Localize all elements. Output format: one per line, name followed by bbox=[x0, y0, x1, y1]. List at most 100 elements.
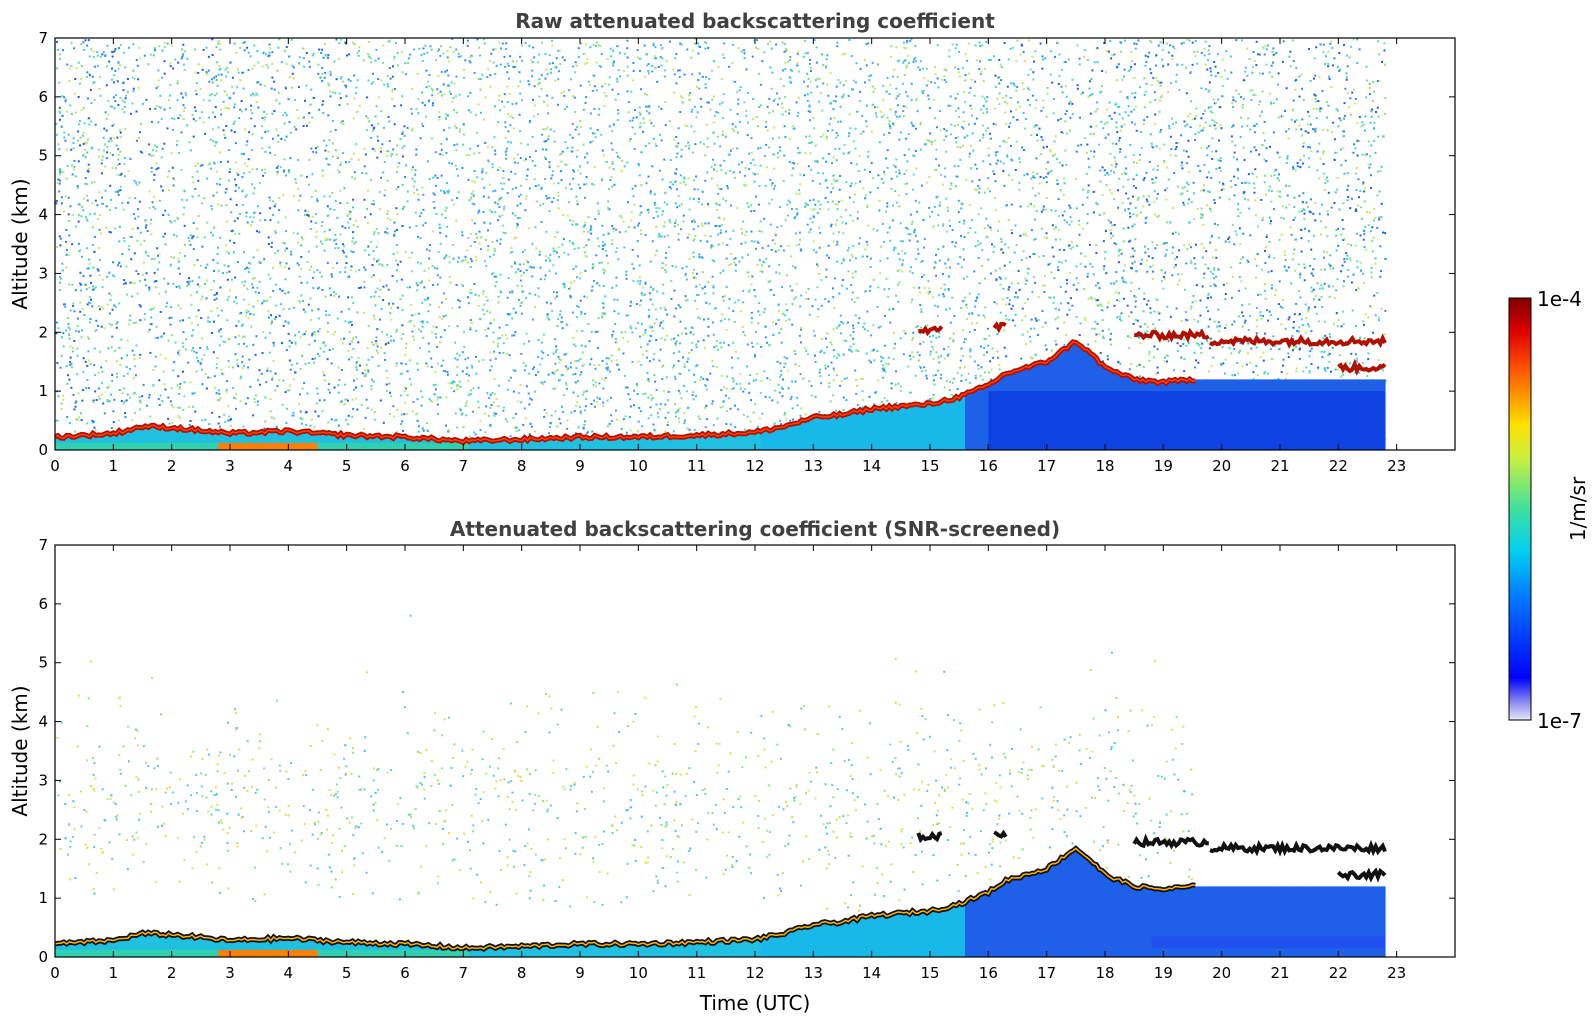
noise-pixel bbox=[1360, 125, 1363, 128]
noise-pixel bbox=[825, 276, 828, 279]
noise-pixel bbox=[935, 274, 938, 277]
noise-pixel bbox=[107, 347, 110, 350]
noise-pixel bbox=[1320, 220, 1322, 223]
noise-pixel bbox=[1102, 240, 1105, 243]
noise-pixel bbox=[556, 425, 559, 428]
noise-pixel bbox=[272, 137, 274, 140]
noise-pixel bbox=[718, 225, 721, 228]
noise-pixel bbox=[968, 292, 971, 295]
noise-pixel bbox=[91, 226, 94, 229]
noise-pixel bbox=[774, 234, 777, 237]
noise-pixel bbox=[969, 227, 972, 229]
noise-pixel bbox=[1155, 298, 1158, 301]
noise-pixel bbox=[664, 101, 667, 104]
noise-pixel bbox=[704, 86, 707, 89]
noise-pixel bbox=[1259, 115, 1262, 118]
noise-pixel bbox=[606, 58, 609, 61]
noise-pixel bbox=[715, 344, 718, 347]
noise-pixel bbox=[308, 60, 311, 63]
noise-pixel bbox=[111, 55, 114, 58]
noise-pixel bbox=[1333, 323, 1335, 326]
noise-pixel bbox=[1345, 72, 1348, 75]
noise-pixel bbox=[861, 377, 864, 380]
noise-pixel bbox=[1035, 124, 1038, 127]
noise-pixel bbox=[411, 330, 414, 333]
noise-pixel bbox=[407, 57, 410, 60]
noise-pixel bbox=[1145, 60, 1148, 63]
noise-pixel bbox=[943, 357, 946, 360]
noise-pixel bbox=[932, 397, 935, 400]
noise-pixel bbox=[1180, 356, 1183, 359]
noise-pixel bbox=[481, 170, 484, 173]
noise-pixel bbox=[1102, 360, 1104, 362]
noise-pixel bbox=[212, 234, 215, 237]
noise-pixel bbox=[733, 80, 735, 83]
noise-pixel bbox=[685, 278, 688, 281]
noise-pixel bbox=[1176, 283, 1179, 286]
noise-pixel bbox=[401, 324, 404, 327]
noise-pixel bbox=[722, 197, 725, 200]
noise-pixel bbox=[109, 184, 112, 187]
noise-pixel bbox=[624, 386, 627, 389]
noise-pixel bbox=[248, 358, 251, 361]
noise-pixel bbox=[776, 103, 779, 106]
noise-pixel bbox=[1200, 207, 1203, 210]
noise-pixel bbox=[178, 386, 181, 389]
noise-pixel bbox=[1217, 159, 1220, 162]
noise-pixel bbox=[701, 224, 704, 227]
noise-pixel bbox=[902, 353, 905, 356]
noise-pixel bbox=[1362, 238, 1365, 241]
noise-pixel bbox=[192, 235, 195, 238]
noise-pixel bbox=[655, 249, 658, 252]
noise-pixel bbox=[194, 109, 197, 112]
noise-pixel bbox=[147, 63, 150, 66]
noise-pixel bbox=[416, 368, 419, 371]
noise-pixel bbox=[1113, 283, 1116, 286]
noise-pixel bbox=[831, 394, 834, 397]
noise-pixel bbox=[420, 390, 423, 393]
noise-pixel bbox=[683, 365, 686, 368]
noise-pixel bbox=[854, 314, 857, 317]
noise-pixel bbox=[1212, 98, 1215, 101]
noise-pixel bbox=[958, 116, 961, 119]
noise-pixel bbox=[1139, 86, 1142, 88]
noise-pixel bbox=[1006, 154, 1009, 157]
noise-pixel bbox=[321, 66, 324, 69]
noise-pixel bbox=[548, 196, 551, 199]
noise-pixel bbox=[856, 110, 859, 113]
noise-pixel bbox=[236, 86, 239, 89]
noise-pixel bbox=[1348, 56, 1351, 59]
noise-pixel bbox=[603, 92, 606, 95]
noise-pixel bbox=[272, 360, 275, 363]
noise-pixel bbox=[216, 92, 218, 95]
noise-pixel bbox=[375, 342, 378, 345]
noise-pixel bbox=[750, 230, 753, 233]
noise-pixel bbox=[404, 62, 407, 65]
noise-pixel bbox=[1122, 185, 1125, 188]
noise-pixel bbox=[1213, 61, 1216, 63]
noise-pixel bbox=[987, 344, 990, 347]
noise-pixel bbox=[239, 312, 241, 315]
noise-pixel bbox=[1190, 259, 1193, 262]
noise-pixel bbox=[1326, 100, 1328, 103]
noise-pixel bbox=[681, 101, 684, 104]
noise-pixel bbox=[905, 169, 908, 172]
noise-pixel bbox=[789, 68, 792, 71]
noise-pixel bbox=[1046, 161, 1049, 164]
noise-pixel bbox=[892, 307, 895, 310]
noise-pixel bbox=[876, 350, 879, 353]
noise-pixel bbox=[1379, 245, 1382, 248]
noise-pixel bbox=[462, 143, 465, 146]
noise-pixel bbox=[1254, 214, 1257, 217]
noise-pixel bbox=[160, 185, 163, 188]
noise-pixel bbox=[508, 354, 511, 357]
noise-pixel bbox=[1314, 202, 1317, 204]
noise-pixel bbox=[370, 82, 373, 85]
noise-pixel bbox=[967, 42, 970, 45]
noise-pixel bbox=[994, 107, 996, 110]
noise-pixel bbox=[401, 146, 404, 149]
noise-pixel bbox=[1116, 106, 1119, 108]
noise-pixel bbox=[778, 391, 781, 394]
noise-pixel bbox=[1018, 161, 1021, 164]
noise-pixel bbox=[1316, 282, 1319, 285]
